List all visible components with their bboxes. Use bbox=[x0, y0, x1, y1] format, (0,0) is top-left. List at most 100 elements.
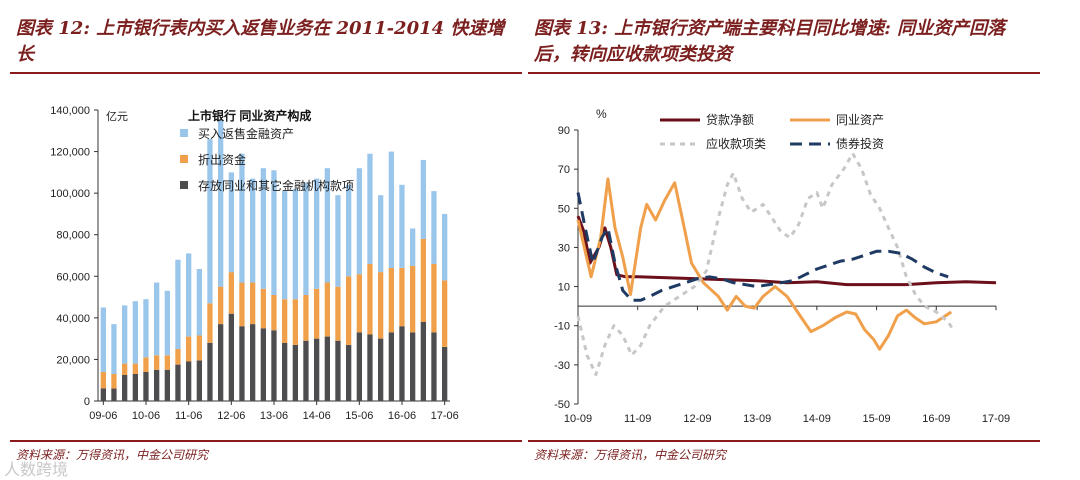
legend-label: 同业资产 bbox=[836, 113, 884, 127]
bar-segment bbox=[111, 388, 117, 401]
growth-line-chart: -50 -30 -10 10 30 50 70 90 10-09 11-09 12-09 13-09 1… bbox=[554, 107, 1010, 425]
bar-segment bbox=[356, 168, 362, 275]
legend-label: 折出资金 bbox=[198, 152, 246, 167]
bar-segment bbox=[260, 168, 266, 289]
bar-segment bbox=[175, 259, 181, 350]
bar-segment bbox=[154, 369, 160, 401]
bar-segment bbox=[378, 338, 384, 401]
right-title-rule bbox=[528, 72, 1040, 74]
y-tick-label: 30 bbox=[558, 242, 570, 254]
bar-segment bbox=[207, 139, 213, 304]
x-tick-label: 11-09 bbox=[624, 413, 651, 425]
x-tick-label: 12-06 bbox=[217, 410, 245, 422]
bar-segment bbox=[100, 371, 106, 389]
bar-segment bbox=[175, 349, 181, 365]
left-title-rule bbox=[10, 72, 522, 74]
left-source-note: 资料来源：万得资讯，中金公司研究 bbox=[16, 448, 209, 462]
series-line bbox=[576, 177, 953, 351]
bar-segment bbox=[399, 268, 405, 327]
bar-segment bbox=[292, 189, 298, 300]
x-tick-label: 16-06 bbox=[388, 410, 416, 422]
y-tick-label: 120,000 bbox=[50, 147, 90, 159]
bar-segment bbox=[282, 299, 288, 343]
bar-segment bbox=[143, 371, 149, 401]
bar-segment bbox=[132, 301, 138, 364]
x-tick-label: 14-09 bbox=[803, 413, 831, 425]
bar-segment bbox=[378, 195, 384, 273]
x-tick-label: 12-09 bbox=[683, 413, 711, 425]
bar-segment bbox=[207, 342, 213, 401]
x-tick-label: 17-09 bbox=[982, 413, 1010, 425]
bar-segment bbox=[367, 334, 373, 401]
bar-segment bbox=[356, 332, 362, 401]
bar-segment bbox=[186, 361, 192, 401]
y-tick-label: 90 bbox=[558, 125, 570, 137]
bar-segment bbox=[271, 295, 277, 331]
bar-segment bbox=[388, 332, 394, 401]
bar-segment bbox=[111, 374, 117, 389]
bar-segment bbox=[356, 274, 362, 333]
bar-segment bbox=[239, 282, 245, 327]
bar-segment bbox=[346, 276, 352, 345]
x-tick-label: 10-09 bbox=[564, 413, 592, 425]
right-source-rule bbox=[528, 440, 1040, 442]
bar-segment bbox=[324, 282, 330, 337]
bar-segment bbox=[431, 191, 437, 264]
legend-label: 贷款净额 bbox=[706, 113, 754, 127]
bar-segment bbox=[442, 347, 448, 401]
bar-segment bbox=[186, 253, 192, 337]
bar-segment bbox=[228, 313, 234, 401]
x-tick-label: 13-06 bbox=[260, 410, 288, 422]
bar-segment bbox=[100, 307, 106, 372]
bar-segment bbox=[122, 305, 128, 364]
legend-swatch bbox=[180, 155, 188, 163]
bar-segment bbox=[410, 265, 416, 333]
x-tick-label: 13-09 bbox=[743, 413, 771, 425]
bar-segment bbox=[164, 290, 170, 356]
bar-segment bbox=[420, 238, 426, 322]
bar-segment bbox=[186, 336, 192, 362]
bar-segment bbox=[250, 282, 256, 325]
left-source-rule bbox=[10, 440, 522, 442]
legend-label: 应收款项类 bbox=[706, 136, 766, 151]
bar-segment bbox=[228, 272, 234, 314]
bar-segment bbox=[164, 355, 170, 370]
x-tick-label: 10-06 bbox=[132, 410, 160, 422]
bar-segment bbox=[420, 322, 426, 401]
bar-segment bbox=[388, 151, 394, 268]
bar-segment bbox=[143, 299, 149, 358]
legend-swatch bbox=[180, 129, 188, 137]
watermark-text: 人数跨境 bbox=[4, 460, 69, 479]
bar-segment bbox=[154, 282, 160, 356]
bar-segment bbox=[239, 153, 245, 283]
stacked-bar-chart: 0 20,000 40,000 60,000 80,000 100,000 120,000 1… bbox=[50, 105, 459, 422]
bar-segment bbox=[100, 388, 106, 401]
legend-label: 债券投资 bbox=[836, 136, 884, 151]
bar-segment bbox=[132, 374, 138, 401]
legend-swatch bbox=[180, 181, 188, 189]
right-figure-panel: 图表 13: 上市银行资产端主要科目同比增速: 同业资产回落后，转向应收款项类投… bbox=[528, 0, 1048, 480]
bar-segment bbox=[196, 335, 202, 361]
bar-segment bbox=[175, 364, 181, 401]
x-tick-label: 11-06 bbox=[175, 410, 202, 422]
bar-segment bbox=[196, 360, 202, 401]
bar-segment bbox=[335, 195, 341, 287]
bar-segment bbox=[335, 286, 341, 341]
bar-segment bbox=[442, 213, 448, 281]
x-tick-label: 16-09 bbox=[922, 413, 950, 425]
bar-segment bbox=[271, 330, 277, 401]
y-tick-label: 20,000 bbox=[56, 354, 90, 366]
bar-segment bbox=[260, 328, 266, 402]
bar-segment bbox=[111, 324, 117, 374]
bar-segment bbox=[399, 326, 405, 401]
bar-segment bbox=[324, 336, 330, 401]
bar-segment bbox=[346, 344, 352, 401]
right-figure-title: 图表 13: 上市银行资产端主要科目同比增速: 同业资产回落后，转向应收款项类投… bbox=[534, 18, 1006, 65]
y-tick-label: 140,000 bbox=[50, 105, 90, 117]
bar-segment bbox=[282, 342, 288, 401]
bar-segment bbox=[431, 332, 437, 401]
series-line bbox=[576, 152, 956, 377]
bar-segment bbox=[303, 295, 309, 341]
y-unit-label: 亿元 bbox=[106, 110, 128, 123]
y-tick-label: 70 bbox=[558, 164, 570, 176]
